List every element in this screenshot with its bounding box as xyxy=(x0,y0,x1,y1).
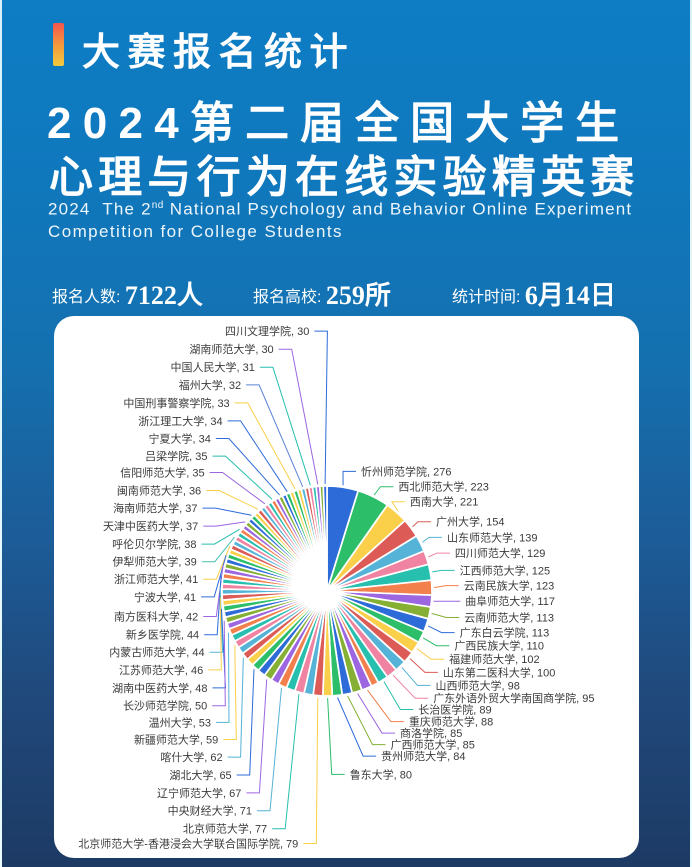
svg-text:商洛学院, 85: 商洛学院, 85 xyxy=(400,726,462,740)
svg-text:山东师范大学, 139: 山东师范大学, 139 xyxy=(447,530,537,544)
svg-text:曲阜师范大学, 117: 曲阜师范大学, 117 xyxy=(465,594,555,608)
svg-text:福州大学, 32: 福州大学, 32 xyxy=(179,378,241,392)
svg-text:鲁东大学, 80: 鲁东大学, 80 xyxy=(350,767,412,781)
svg-text:云南师范大学, 113: 云南师范大学, 113 xyxy=(464,610,554,624)
svg-text:广东白云学院, 113: 广东白云学院, 113 xyxy=(460,626,550,640)
svg-text:中国人民大学, 31: 中国人民大学, 31 xyxy=(171,360,255,374)
svg-text:海南师范大学, 37: 海南师范大学, 37 xyxy=(113,501,197,515)
svg-text:宁波大学, 41: 宁波大学, 41 xyxy=(134,590,196,604)
svg-text:南方医科大学, 42: 南方医科大学, 42 xyxy=(114,609,198,623)
svg-text:湖北大学, 65: 湖北大学, 65 xyxy=(169,768,231,782)
svg-text:重庆师范大学, 88: 重庆师范大学, 88 xyxy=(409,715,493,729)
svg-text:广东外语外贸大学南国商学院, 95: 广东外语外贸大学南国商学院, 95 xyxy=(433,691,594,705)
svg-text:北京师范大学, 77: 北京师范大学, 77 xyxy=(183,822,267,836)
svg-text:贵州师范大学, 84: 贵州师范大学, 84 xyxy=(381,749,465,763)
svg-text:山西师范大学, 98: 山西师范大学, 98 xyxy=(436,678,520,692)
svg-text:闽南师范大学, 36: 闽南师范大学, 36 xyxy=(117,483,201,497)
svg-text:伊犁师范大学, 39: 伊犁师范大学, 39 xyxy=(112,555,196,569)
svg-text:西南大学, 221: 西南大学, 221 xyxy=(410,495,478,509)
svg-text:辽宁师范大学, 67: 辽宁师范大学, 67 xyxy=(157,786,241,800)
svg-text:中央财经大学, 71: 中央财经大学, 71 xyxy=(168,804,252,818)
svg-text:呼伦贝尔学院, 38: 呼伦贝尔学院, 38 xyxy=(112,537,196,551)
svg-text:浙江理工大学, 34: 浙江理工大学, 34 xyxy=(138,414,222,428)
svg-text:四川师范大学, 129: 四川师范大学, 129 xyxy=(455,546,545,560)
svg-text:新疆师范大学, 59: 新疆师范大学, 59 xyxy=(134,732,218,746)
svg-text:广西民族大学, 110: 广西民族大学, 110 xyxy=(454,639,544,653)
svg-text:西北师范大学, 223: 西北师范大学, 223 xyxy=(398,480,488,494)
svg-text:山东第二医科大学, 100: 山东第二医科大学, 100 xyxy=(443,665,555,679)
svg-text:北京师范大学-香港浸会大学联合国际学院, 79: 北京师范大学-香港浸会大学联合国际学院, 79 xyxy=(78,836,298,850)
svg-text:长治医学院, 89: 长治医学院, 89 xyxy=(418,702,491,716)
svg-text:浙江师范大学, 41: 浙江师范大学, 41 xyxy=(114,572,198,586)
svg-text:江苏师范大学, 46: 江苏师范大学, 46 xyxy=(119,663,203,677)
svg-text:天津中医药大学, 37: 天津中医药大学, 37 xyxy=(103,519,198,533)
svg-text:长沙师范学院, 50: 长沙师范学院, 50 xyxy=(123,699,207,713)
svg-text:中国刑事警察学院, 33: 中国刑事警察学院, 33 xyxy=(123,396,229,410)
svg-text:温州大学, 53: 温州大学, 53 xyxy=(149,715,211,729)
svg-text:忻州师范学院, 276: 忻州师范学院, 276 xyxy=(361,464,451,478)
svg-text:吕梁学院, 35: 吕梁学院, 35 xyxy=(145,449,207,463)
svg-text:四川文理学院, 30: 四川文理学院, 30 xyxy=(225,324,309,338)
svg-text:喀什大学, 62: 喀什大学, 62 xyxy=(160,750,222,764)
svg-text:湖南师范大学, 30: 湖南师范大学, 30 xyxy=(189,342,273,356)
svg-text:内蒙古师范大学, 44: 内蒙古师范大学, 44 xyxy=(109,645,204,659)
svg-text:江西师范大学, 125: 江西师范大学, 125 xyxy=(460,563,550,577)
svg-text:广西师范大学, 85: 广西师范大学, 85 xyxy=(391,738,475,752)
svg-text:信阳师范大学, 35: 信阳师范大学, 35 xyxy=(120,465,204,479)
svg-text:福建师范大学, 102: 福建师范大学, 102 xyxy=(449,652,539,666)
svg-text:宁夏大学, 34: 宁夏大学, 34 xyxy=(149,431,211,445)
svg-text:广州大学, 154: 广州大学, 154 xyxy=(436,515,504,529)
svg-text:云南民族大学, 123: 云南民族大学, 123 xyxy=(464,579,554,593)
svg-text:湖南中医药大学, 48: 湖南中医药大学, 48 xyxy=(112,681,207,695)
svg-text:新乡医学院, 44: 新乡医学院, 44 xyxy=(126,628,199,642)
